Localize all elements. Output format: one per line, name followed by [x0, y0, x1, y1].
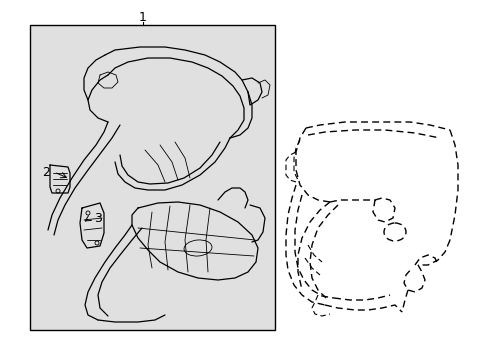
Bar — [30, 25, 274, 330]
Text: 3: 3 — [94, 212, 102, 225]
Text: 2: 2 — [42, 166, 50, 179]
Text: 1: 1 — [139, 10, 146, 23]
